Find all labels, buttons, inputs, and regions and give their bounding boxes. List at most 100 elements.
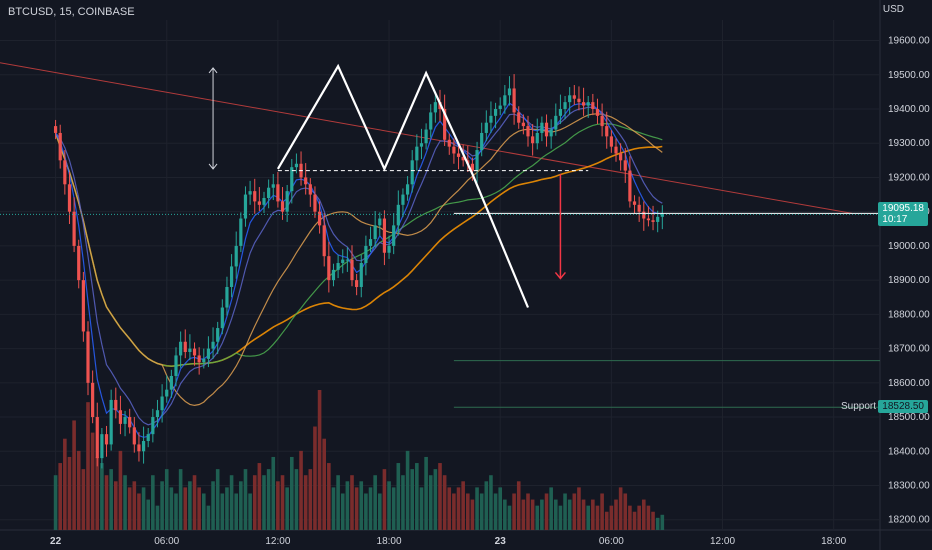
candle-body <box>169 375 173 390</box>
target-arrow-down-head <box>554 271 566 280</box>
volume-bar <box>137 493 141 530</box>
symbol-title: BTCUSD, 15, COINBASE <box>8 6 135 18</box>
candle-body <box>549 129 553 137</box>
candle-body <box>331 269 336 281</box>
time-tick-label: 06:00 <box>599 536 624 547</box>
candle-body <box>609 136 613 147</box>
volume-bar <box>526 493 530 530</box>
volume-bar <box>475 487 479 530</box>
volume-bar <box>498 487 503 530</box>
candle-body <box>151 417 155 435</box>
candle-body <box>373 225 377 240</box>
candle-body <box>234 245 238 267</box>
candle-body <box>470 163 475 171</box>
candle-body <box>225 286 229 308</box>
volume-bar <box>109 469 113 530</box>
candle-body <box>452 146 456 154</box>
volume-bar <box>368 487 373 530</box>
volume-bar <box>313 426 317 530</box>
volume-bar <box>132 481 137 530</box>
volume-bar <box>141 487 146 530</box>
volume-bar <box>438 463 442 530</box>
candle-body <box>308 184 312 195</box>
candle-body <box>253 191 257 202</box>
volume-bar <box>641 499 646 530</box>
volume-bar <box>340 493 345 530</box>
volume-bar <box>419 487 424 530</box>
volume-bar <box>113 481 118 530</box>
time-tick-label: 18:00 <box>377 536 402 547</box>
candle-body <box>368 239 373 246</box>
candle-body <box>387 245 391 253</box>
candle-body <box>558 108 563 116</box>
volume-bar <box>581 499 586 530</box>
candle-body <box>95 417 99 459</box>
candle-body <box>637 204 641 212</box>
candle-body <box>165 389 169 397</box>
volume-bar <box>549 487 553 530</box>
price-tick-label: 19200.00 <box>888 172 930 183</box>
candle-body <box>290 167 294 192</box>
volume-bar <box>479 493 484 530</box>
volume-bar <box>456 487 461 530</box>
volume-bar <box>350 475 354 530</box>
candle-body <box>81 280 85 332</box>
candle-body <box>512 88 516 113</box>
candle-body <box>229 266 234 287</box>
price-tick-label: 18600.00 <box>888 378 930 389</box>
candle-body <box>336 263 340 270</box>
candle-body <box>563 102 567 109</box>
volume-bar <box>507 505 512 530</box>
last-price-badge: 19095.18 10:17 <box>878 202 928 227</box>
candle-body <box>405 184 410 195</box>
candle-body <box>174 355 178 376</box>
volume-bar <box>127 487 132 530</box>
candle-body <box>211 341 215 349</box>
candle-body <box>498 105 502 109</box>
volume-bar <box>387 481 391 530</box>
time-tick-label: 23 <box>495 536 507 547</box>
volume-bar <box>484 481 489 530</box>
volume-bar <box>595 505 600 530</box>
measure-arrow-up-head <box>208 67 218 74</box>
candle-body <box>220 307 224 329</box>
volume-bar <box>651 511 655 530</box>
time-tick-label: 06:00 <box>154 536 179 547</box>
candle-body <box>104 434 109 445</box>
volume-bar <box>271 456 276 530</box>
candle-body <box>396 204 400 226</box>
volume-bar <box>521 499 526 530</box>
candle-body <box>572 95 576 99</box>
candle-body <box>544 122 549 137</box>
candle-body <box>614 146 618 154</box>
ema-fast-line <box>55 102 663 438</box>
volume-bar <box>516 481 521 530</box>
volume-bar <box>211 481 215 530</box>
candle-body <box>63 160 67 185</box>
candle-body <box>382 218 387 253</box>
candle-body <box>489 115 493 123</box>
candle-body <box>86 331 90 383</box>
volume-bar <box>405 450 410 530</box>
candle-body <box>540 122 544 133</box>
candle-body <box>642 211 646 219</box>
volume-bar <box>160 481 164 530</box>
candle-body <box>646 218 651 221</box>
candle-body <box>188 348 192 353</box>
candle-body <box>568 95 572 103</box>
candle-body <box>285 191 289 212</box>
volume-bar <box>280 475 285 530</box>
volume-bar <box>382 469 387 530</box>
volume-bar <box>530 499 535 530</box>
candle-body <box>359 263 363 287</box>
candle-body <box>429 112 433 130</box>
time-tick-label: 22 <box>50 536 62 547</box>
volume-bar <box>646 505 651 530</box>
volume-bar <box>401 475 405 530</box>
price-axis-panel[interactable] <box>880 0 932 550</box>
candle-body <box>179 341 183 356</box>
time-tick-label: 12:00 <box>710 536 735 547</box>
candle-body <box>72 211 76 246</box>
volume-bar <box>433 469 438 530</box>
